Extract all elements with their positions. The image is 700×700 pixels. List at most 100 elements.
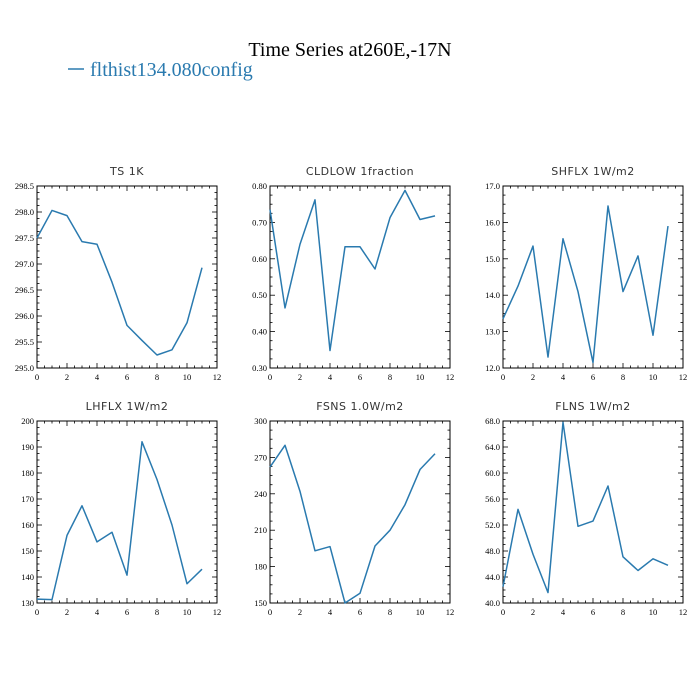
figure-title: Time Series at260E,-17N xyxy=(248,39,451,61)
y-tick-label: 298.5 xyxy=(15,181,34,191)
plot-frame xyxy=(502,420,684,604)
figure-legend: flthist134.080config xyxy=(68,59,253,81)
x-tick-label: 0 xyxy=(501,372,505,382)
panel-title: TS 1K xyxy=(109,165,144,178)
y-tick-label: 295.5 xyxy=(15,337,34,347)
x-tick-label: 12 xyxy=(446,372,455,382)
x-tick-label: 12 xyxy=(446,607,455,617)
x-tick-label: 0 xyxy=(268,607,272,617)
x-tick-label: 4 xyxy=(328,607,333,617)
y-tick-label: 68.0 xyxy=(485,416,500,426)
x-tick-label: 8 xyxy=(621,607,625,617)
x-tick-label: 8 xyxy=(388,372,392,382)
x-tick-label: 0 xyxy=(501,607,505,617)
series-line xyxy=(36,441,203,601)
y-tick-label: 0.40 xyxy=(252,327,267,337)
x-tick-label: 10 xyxy=(649,372,658,382)
chart-panel-1: CLDLOW 1fraction 0 2 4 6 8 10 12 0.30 0.40 0.50 0.6… xyxy=(252,165,454,382)
x-tick-label: 2 xyxy=(298,607,302,617)
x-tick-label: 2 xyxy=(531,607,535,617)
x-tick-label: 4 xyxy=(561,607,566,617)
chart-panel-4: FSNS 1.0W/m2 0 2 4 6 8 10 12 150 180 210 240 270 300 xyxy=(254,400,454,617)
x-tick-label: 10 xyxy=(416,372,425,382)
y-tick-label: 180 xyxy=(254,562,267,572)
y-tick-label: 40.0 xyxy=(485,598,500,608)
x-tick-label: 2 xyxy=(65,372,69,382)
y-tick-label: 240 xyxy=(254,489,267,499)
x-tick-label: 6 xyxy=(125,372,129,382)
legend-label: flthist134.080config xyxy=(90,59,253,81)
y-tick-label: 12.0 xyxy=(485,363,500,373)
x-tick-label: 6 xyxy=(358,607,362,617)
x-tick-label: 2 xyxy=(531,372,535,382)
panel-title: LHFLX 1W/m2 xyxy=(86,400,169,413)
y-tick-label: 60.0 xyxy=(485,468,500,478)
y-tick-label: 295.0 xyxy=(15,363,34,373)
x-tick-label: 4 xyxy=(561,372,566,382)
x-tick-label: 6 xyxy=(125,607,129,617)
y-tick-label: 200 xyxy=(21,416,34,426)
x-tick-label: 10 xyxy=(183,607,192,617)
y-tick-label: 130 xyxy=(21,598,34,608)
y-tick-label: 170 xyxy=(21,494,34,504)
y-tick-label: 180 xyxy=(21,468,34,478)
y-tick-label: 48.0 xyxy=(485,546,500,556)
y-tick-label: 17.0 xyxy=(485,181,500,191)
plot-frame xyxy=(269,420,451,604)
x-tick-label: 2 xyxy=(65,607,69,617)
plot-frame xyxy=(36,185,218,369)
x-tick-label: 8 xyxy=(621,372,625,382)
y-tick-label: 15.0 xyxy=(485,254,500,264)
series-line xyxy=(502,421,669,594)
y-tick-label: 160 xyxy=(21,520,34,530)
plot-frame xyxy=(36,420,218,604)
x-tick-label: 0 xyxy=(35,607,39,617)
x-tick-label: 0 xyxy=(268,372,272,382)
y-tick-label: 0.50 xyxy=(252,290,267,300)
y-tick-label: 0.70 xyxy=(252,217,267,227)
series-line xyxy=(502,205,669,364)
x-tick-label: 8 xyxy=(388,607,392,617)
chart-panel-0: TS 1K 0 2 4 6 8 10 12 295.0 295.5 296.0 296.5 297.0 2… xyxy=(15,165,221,382)
x-tick-label: 10 xyxy=(416,607,425,617)
chart-panel-3: LHFLX 1W/m2 0 2 4 6 8 10 12 130 140 150 160 170 180 19… xyxy=(21,400,221,617)
x-tick-label: 8 xyxy=(155,607,159,617)
x-tick-label: 10 xyxy=(183,372,192,382)
y-tick-label: 297.5 xyxy=(15,233,34,243)
x-tick-label: 12 xyxy=(679,607,688,617)
y-tick-label: 0.80 xyxy=(252,181,267,191)
y-tick-label: 52.0 xyxy=(485,520,500,530)
y-tick-label: 13.0 xyxy=(485,327,500,337)
x-tick-label: 12 xyxy=(679,372,688,382)
chart-panels: TS 1K 0 2 4 6 8 10 12 295.0 295.5 296.0 296.5 297.0 2… xyxy=(15,165,687,617)
panel-title: CLDLOW 1fraction xyxy=(306,165,414,178)
x-tick-label: 12 xyxy=(213,372,222,382)
panel-title: SHFLX 1W/m2 xyxy=(551,165,635,178)
y-tick-label: 296.5 xyxy=(15,285,34,295)
y-tick-label: 0.30 xyxy=(252,363,267,373)
x-tick-label: 2 xyxy=(298,372,302,382)
y-tick-label: 150 xyxy=(21,546,34,556)
x-tick-label: 6 xyxy=(358,372,362,382)
y-tick-label: 16.0 xyxy=(485,217,500,227)
y-tick-label: 140 xyxy=(21,572,34,582)
x-tick-label: 4 xyxy=(328,372,333,382)
y-tick-label: 296.0 xyxy=(15,311,34,321)
y-tick-label: 56.0 xyxy=(485,494,500,504)
chart-panel-5: FLNS 1W/m2 0 2 4 6 8 10 12 40.0 44.0 48.0 52.0 56.0 6… xyxy=(485,400,687,617)
y-tick-label: 64.0 xyxy=(485,442,500,452)
x-tick-label: 6 xyxy=(591,607,595,617)
y-tick-label: 300 xyxy=(254,416,267,426)
y-tick-label: 190 xyxy=(21,442,34,452)
plot-frame xyxy=(269,185,451,369)
panel-title: FSNS 1.0W/m2 xyxy=(316,400,404,413)
y-tick-label: 210 xyxy=(254,525,267,535)
x-tick-label: 10 xyxy=(649,607,658,617)
chart-panel-2: SHFLX 1W/m2 0 2 4 6 8 10 12 12.0 13.0 14.0 15.0 16.0… xyxy=(485,165,687,382)
x-tick-label: 0 xyxy=(35,372,39,382)
x-tick-label: 4 xyxy=(95,372,100,382)
y-tick-label: 150 xyxy=(254,598,267,608)
y-tick-label: 0.60 xyxy=(252,254,267,264)
y-tick-label: 297.0 xyxy=(15,259,34,269)
